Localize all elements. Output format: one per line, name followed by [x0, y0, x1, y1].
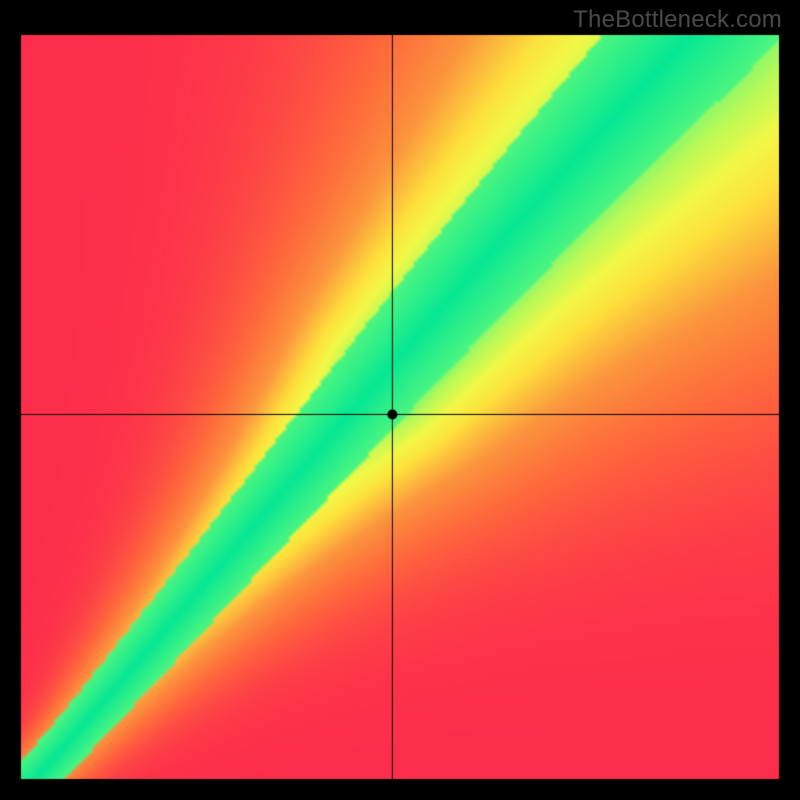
bottleneck-heatmap-chart: TheBottleneck.com — [0, 0, 800, 800]
watermark-label: TheBottleneck.com — [573, 6, 782, 34]
heatmap-canvas — [0, 0, 800, 800]
